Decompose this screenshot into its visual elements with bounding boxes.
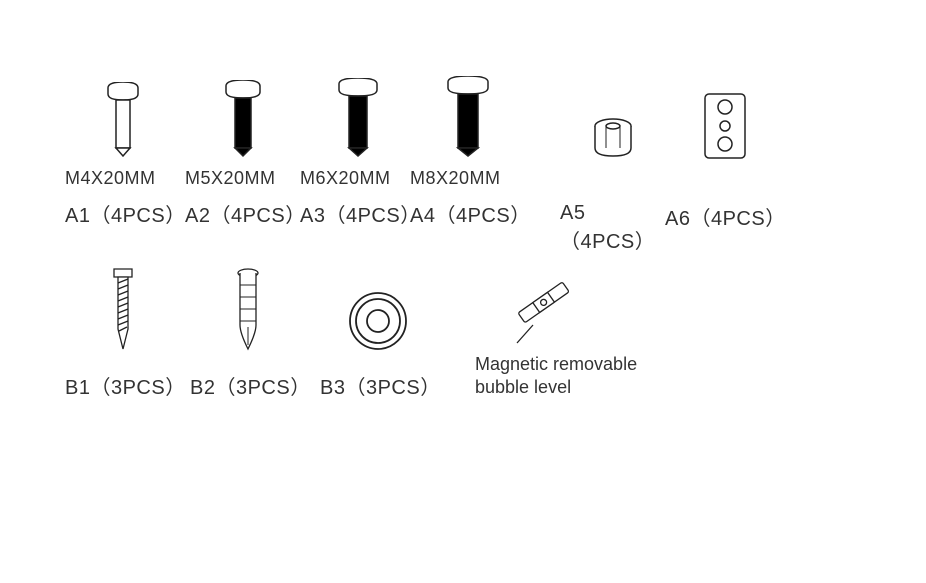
qty-label: A3（4PCS）	[300, 199, 415, 228]
parts-diagram: M4X20MM A1（4PCS） M5X20MM A2（4PCS）	[0, 0, 926, 583]
part-a5: A5（4PCS）	[560, 95, 665, 254]
bubble-level-icon	[475, 275, 695, 353]
wood-screw-icon	[65, 265, 180, 353]
caption-line2: bubble level	[475, 376, 695, 399]
qty-label: A6（4PCS）	[665, 202, 785, 231]
part-bubble-level: Magnetic removable bubble level	[475, 275, 695, 400]
size-label: M8X20MM	[410, 168, 525, 189]
qty-label: A2（4PCS）	[185, 199, 300, 228]
spacer-icon	[560, 95, 665, 160]
qty-label: A4（4PCS）	[410, 199, 525, 228]
part-a3: M6X20MM A3（4PCS）	[300, 70, 415, 228]
qty-label: B3（3PCS）	[320, 371, 435, 400]
qty-label: B2（3PCS）	[190, 371, 305, 400]
bolt-icon	[185, 70, 300, 160]
anchor-icon	[190, 265, 305, 353]
bolt-icon	[300, 70, 415, 160]
bolt-icon	[410, 70, 525, 160]
part-b1: B1（3PCS）	[65, 265, 180, 400]
part-a6: A6（4PCS）	[665, 85, 785, 231]
part-b2: B2（3PCS）	[190, 265, 305, 400]
size-label: M4X20MM	[65, 168, 180, 189]
washer-icon	[320, 280, 435, 353]
size-label: M5X20MM	[185, 168, 300, 189]
size-label: M6X20MM	[300, 168, 415, 189]
plate-icon	[665, 85, 785, 160]
qty-label: B1（3PCS）	[65, 371, 180, 400]
qty-label: A1（4PCS）	[65, 199, 180, 228]
part-b3: B3（3PCS）	[320, 280, 435, 400]
caption-line1: Magnetic removable	[475, 353, 695, 376]
qty-label: A5（4PCS）	[560, 202, 665, 254]
part-a4: M8X20MM A4（4PCS）	[410, 70, 525, 228]
part-a1: M4X20MM A1（4PCS）	[65, 70, 180, 228]
bolt-icon	[65, 70, 180, 160]
part-a2: M5X20MM A2（4PCS）	[185, 70, 300, 228]
